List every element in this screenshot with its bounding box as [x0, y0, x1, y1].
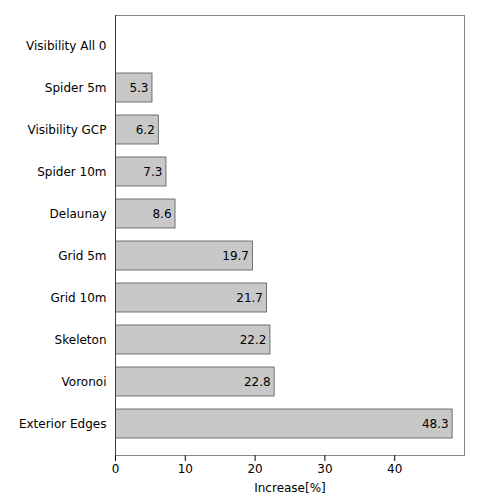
svg-text:Spider 10m: Spider 10m [37, 165, 106, 179]
svg-text:Skeleton: Skeleton [55, 333, 107, 347]
svg-text:5.3: 5.3 [129, 81, 148, 95]
svg-text:10: 10 [178, 462, 193, 476]
svg-text:22.2: 22.2 [240, 333, 267, 347]
svg-text:Grid 10m: Grid 10m [51, 291, 107, 305]
svg-text:Exterior Edges: Exterior Edges [19, 417, 107, 431]
svg-text:7.3: 7.3 [143, 165, 162, 179]
svg-text:40: 40 [387, 462, 402, 476]
svg-text:48.3: 48.3 [422, 417, 449, 431]
svg-text:30: 30 [317, 462, 332, 476]
svg-text:Grid 5m: Grid 5m [58, 249, 106, 263]
svg-text:8.6: 8.6 [152, 207, 171, 221]
svg-text:Increase[%]: Increase[%] [254, 481, 326, 495]
svg-text:Spider 5m: Spider 5m [45, 81, 107, 95]
svg-text:0: 0 [112, 462, 120, 476]
svg-text:21.7: 21.7 [236, 291, 263, 305]
svg-text:19.7: 19.7 [222, 249, 249, 263]
svg-text:6.2: 6.2 [136, 123, 155, 137]
svg-text:Visibility GCP: Visibility GCP [27, 123, 106, 137]
svg-text:Delaunay: Delaunay [50, 207, 107, 221]
svg-text:Voronoi: Voronoi [62, 375, 107, 389]
svg-text:Visibility All 0: Visibility All 0 [26, 39, 106, 53]
svg-text:22.8: 22.8 [244, 375, 271, 389]
svg-text:20: 20 [247, 462, 262, 476]
